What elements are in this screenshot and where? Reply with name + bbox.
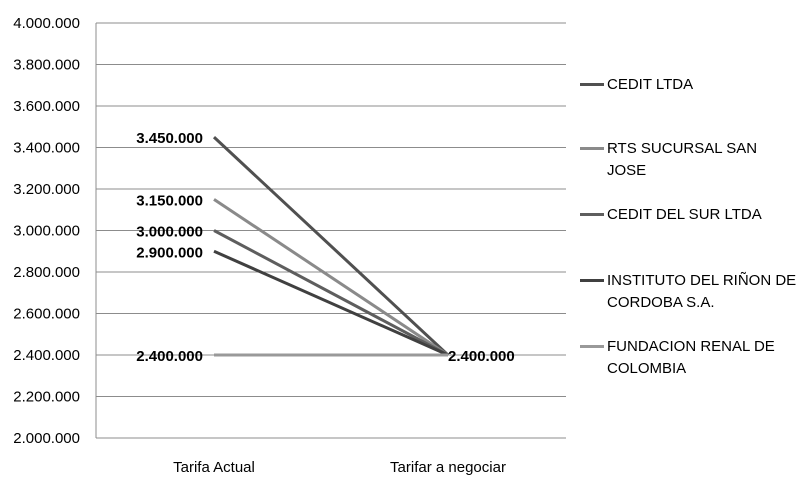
legend-label: FUNDACION RENAL DE COLOMBIA [607,338,775,377]
y-tick-label: 4.000.000 [13,15,80,32]
series-line-2 [213,229,449,357]
y-tick-label: 3.000.000 [13,223,80,240]
data-labels: 3.450.000 3.150.000 3.000.000 2.900.000 2.40… [136,130,514,365]
data-label: 2.400.000 [448,348,515,365]
legend-item: RTS SUCURSAL SAN JOSE [580,138,797,182]
y-axis-ticks: 2.000.000 2.200.000 2.400.000 2.600.000 2.80… [13,15,80,447]
y-tick-label: 2.200.000 [13,389,80,406]
data-label: 3.450.000 [136,130,203,147]
legend-swatch [580,83,604,86]
x-axis-ticks: Tarifa Actual Tarifar a negociar [173,459,506,476]
legend-item: CEDIT DEL SUR LTDA [580,204,797,226]
y-tick-label: 3.800.000 [13,57,80,74]
legend-item: INSTITUTO DEL RIÑON DE CORDOBA S.A. [580,270,797,314]
y-tick-label: 3.400.000 [13,140,80,157]
y-tick-label: 2.600.000 [13,306,80,323]
series-line-0 [212,136,450,357]
legend-swatch [580,345,604,348]
data-label: 2.400.000 [136,348,203,365]
data-label: 3.150.000 [136,192,203,209]
legend-swatch [580,279,604,282]
y-tick-label: 3.600.000 [13,98,80,115]
series-line-1 [213,198,449,357]
gridlines [96,22,566,397]
axes [95,23,566,439]
x-tick-label: Tarifa Actual [173,459,255,476]
legend-label: CEDIT LTDA [607,76,694,93]
series-line-3 [213,249,449,357]
y-tick-label: 3.200.000 [13,181,80,198]
legend-label: INSTITUTO DEL RIÑON DE CORDOBA S.A. [607,272,797,311]
legend-label: RTS SUCURSAL SAN JOSE [607,140,758,179]
legend-label: CEDIT DEL SUR LTDA [607,206,762,223]
y-tick-label: 2.400.000 [13,347,80,364]
x-tick-label: Tarifar a negociar [390,459,506,476]
legend-swatch [580,213,604,216]
series-lines [212,136,450,357]
legend-item: CEDIT LTDA [580,74,797,96]
data-label: 3.000.000 [136,224,203,241]
legend-item: FUNDACION RENAL DE COLOMBIA [580,336,797,380]
y-tick-label: 2.800.000 [13,264,80,281]
legend-swatch [580,147,604,150]
y-tick-label: 2.000.000 [13,430,80,447]
data-label: 2.900.000 [136,244,203,261]
